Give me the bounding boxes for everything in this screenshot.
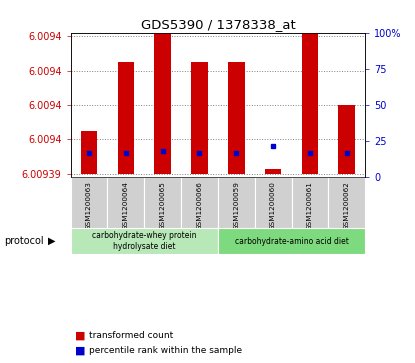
Bar bbox=[154, 0, 171, 174]
Bar bbox=[191, 62, 208, 174]
Text: protocol: protocol bbox=[4, 236, 44, 246]
Bar bbox=[181, 178, 218, 228]
Text: GSM1200064: GSM1200064 bbox=[123, 182, 129, 230]
Text: ▶: ▶ bbox=[48, 236, 55, 246]
Bar bbox=[81, 131, 97, 174]
Bar bbox=[218, 178, 255, 228]
Text: GSM1200062: GSM1200062 bbox=[344, 182, 350, 230]
Text: GSM1200065: GSM1200065 bbox=[160, 182, 166, 230]
Text: GSM1200063: GSM1200063 bbox=[86, 182, 92, 230]
Bar bbox=[291, 178, 328, 228]
Text: ■: ■ bbox=[75, 331, 85, 341]
Bar bbox=[71, 228, 218, 254]
Bar bbox=[228, 62, 244, 174]
Bar bbox=[302, 2, 318, 174]
Text: GSM1200060: GSM1200060 bbox=[270, 182, 276, 230]
Text: GSM1200059: GSM1200059 bbox=[233, 182, 239, 230]
Text: percentile rank within the sample: percentile rank within the sample bbox=[89, 346, 242, 355]
Bar bbox=[144, 178, 181, 228]
Text: GSM1200066: GSM1200066 bbox=[196, 182, 203, 230]
Bar bbox=[339, 105, 355, 174]
Text: transformed count: transformed count bbox=[89, 331, 173, 340]
Bar bbox=[117, 62, 134, 174]
Text: carbohydrate-whey protein
hydrolysate diet: carbohydrate-whey protein hydrolysate di… bbox=[92, 231, 196, 251]
Bar bbox=[107, 178, 144, 228]
Bar bbox=[218, 228, 365, 254]
Bar bbox=[265, 169, 281, 174]
Text: GSM1200061: GSM1200061 bbox=[307, 182, 313, 230]
Bar bbox=[255, 178, 291, 228]
Title: GDS5390 / 1378338_at: GDS5390 / 1378338_at bbox=[141, 19, 295, 32]
Bar bbox=[71, 178, 107, 228]
Text: carbohydrate-amino acid diet: carbohydrate-amino acid diet bbox=[234, 237, 349, 246]
Bar bbox=[328, 178, 365, 228]
Text: ■: ■ bbox=[75, 345, 85, 355]
